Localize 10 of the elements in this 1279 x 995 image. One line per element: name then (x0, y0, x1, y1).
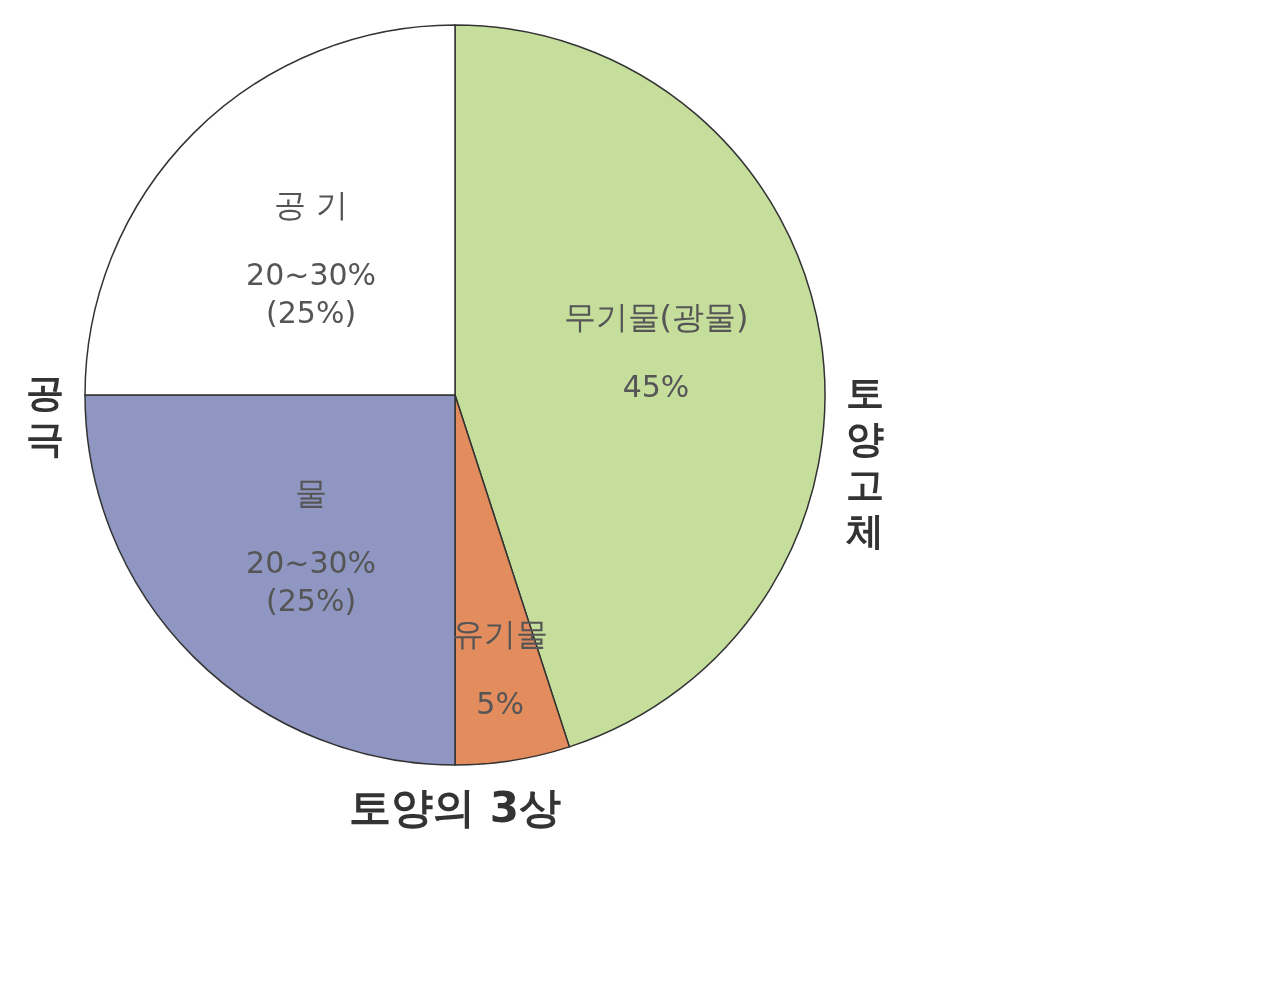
slice-label: 공 기 (274, 186, 349, 225)
data-label: 20~30% (25%) (246, 257, 377, 331)
text: 토양의 3상 (349, 783, 561, 832)
data-label: 45% (622, 369, 690, 405)
data-label: 5% (476, 686, 524, 722)
slice-label: 물 (295, 473, 328, 512)
slice-label: 무기물(광물) (563, 298, 749, 337)
text: 공극 (26, 371, 64, 461)
data-label: 20~30% (25%) (246, 544, 377, 618)
text: 토양고체 (846, 371, 884, 553)
